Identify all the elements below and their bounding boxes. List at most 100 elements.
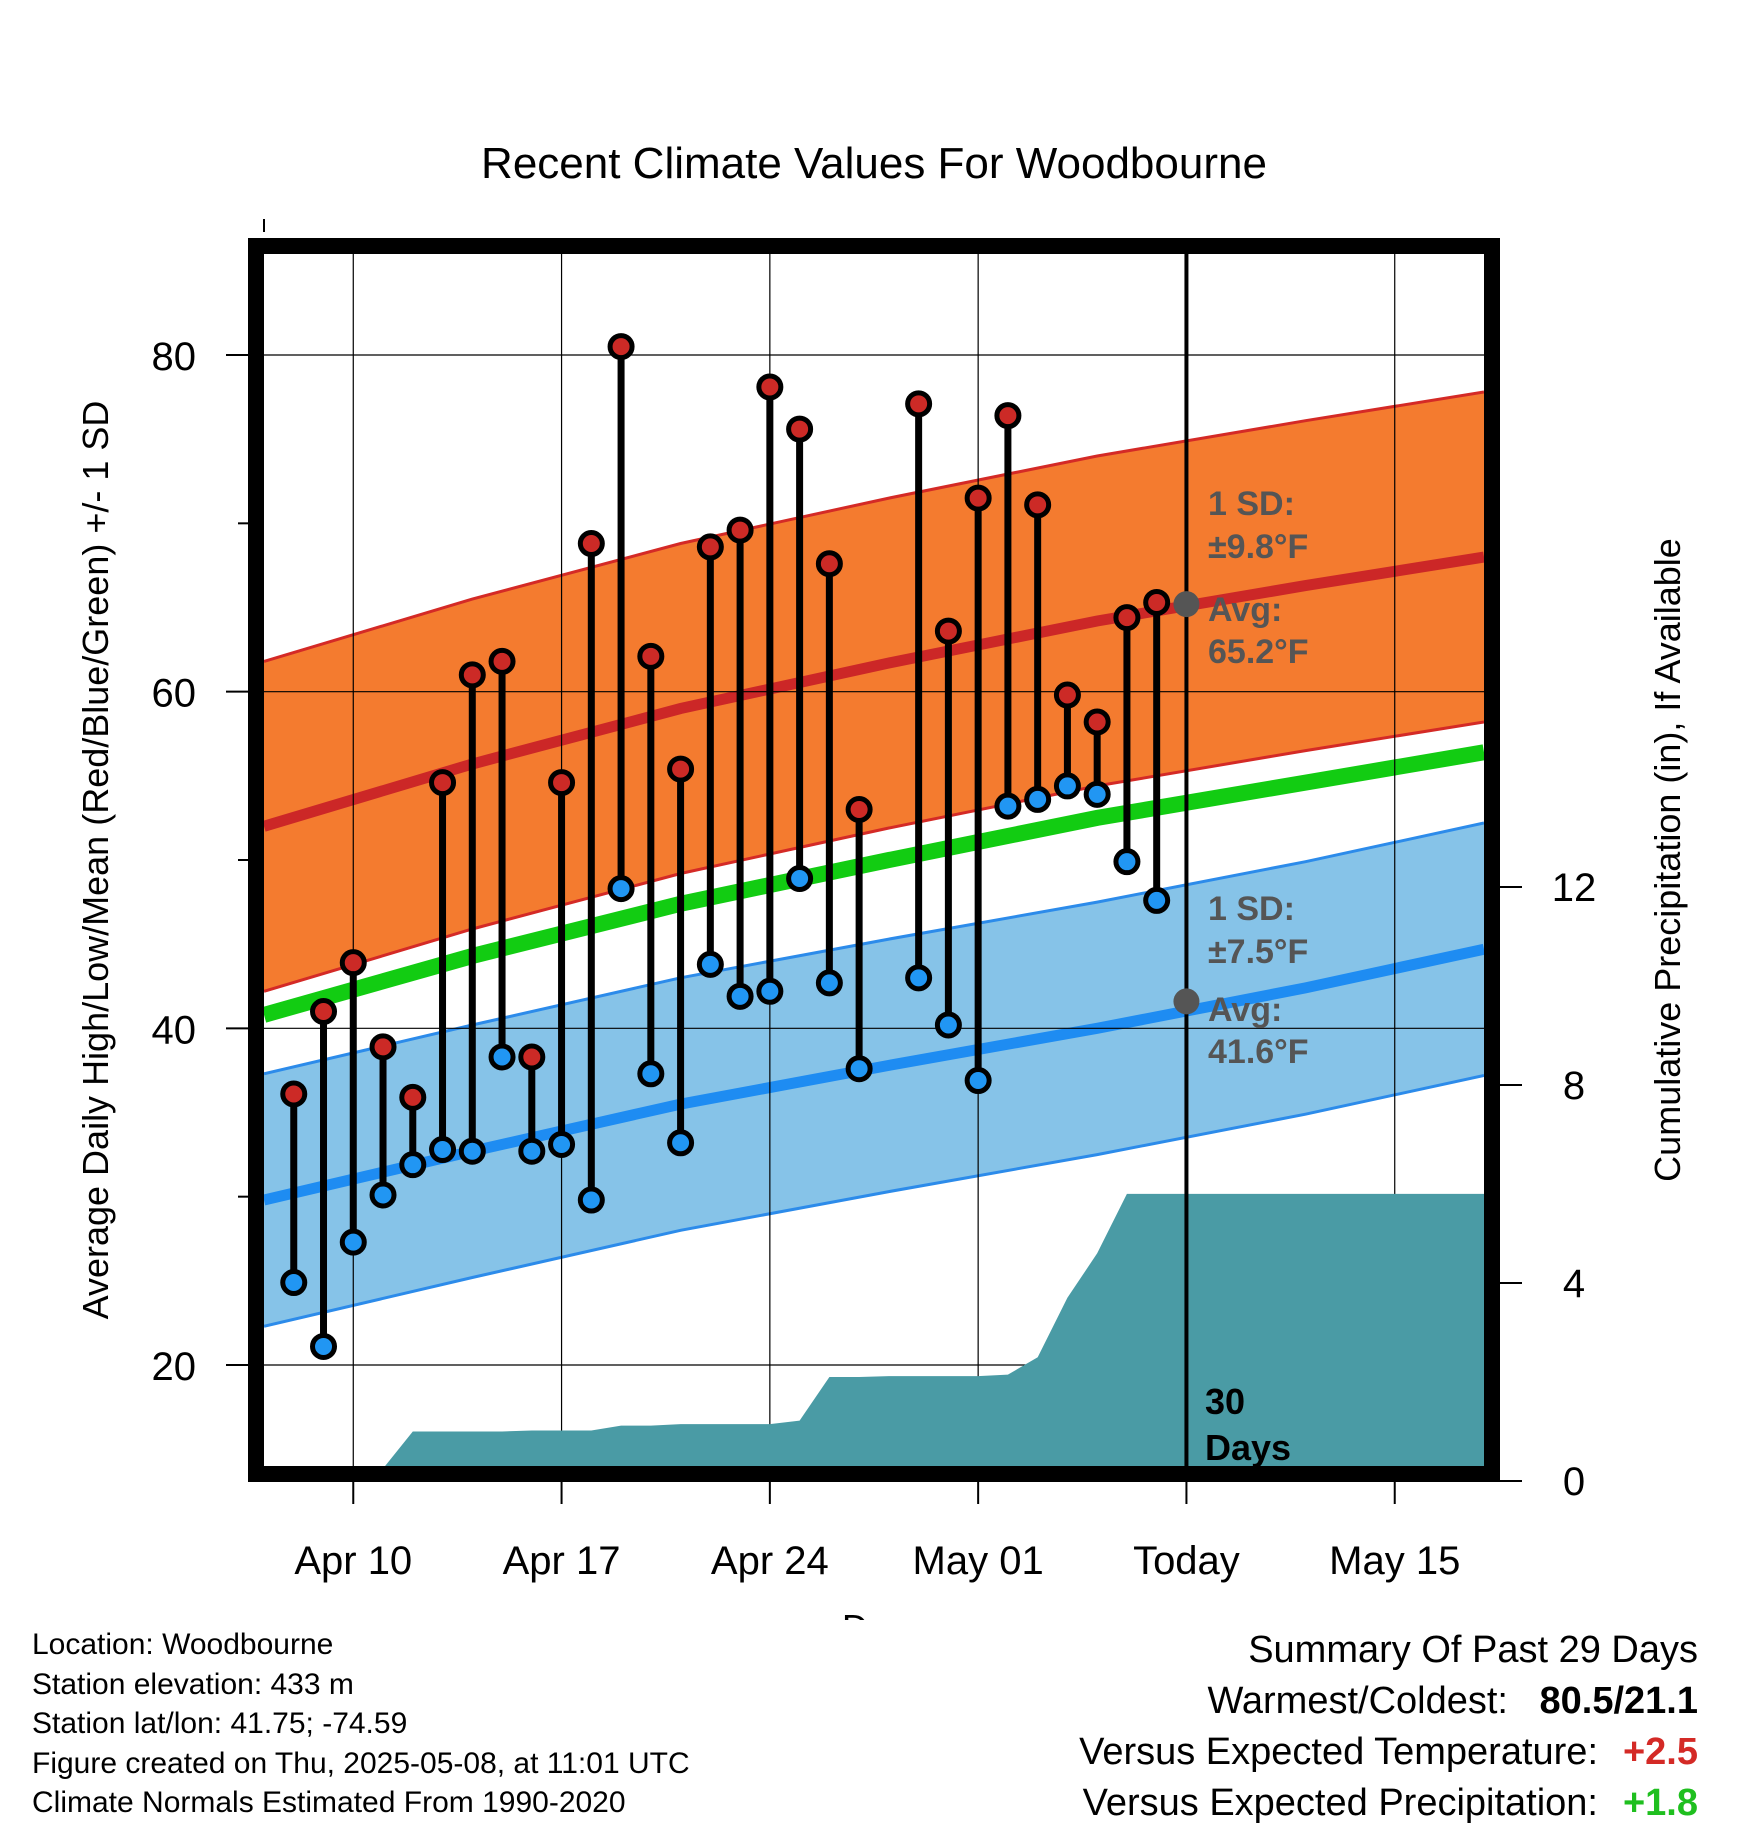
warmest-value: 80.5/21.1 <box>1539 1680 1698 1722</box>
daily-high-point <box>1053 681 1081 709</box>
daily-low-point <box>696 950 724 978</box>
daily-low-point <box>399 1151 427 1179</box>
high-sd-value: ±9.8°F <box>1208 528 1308 566</box>
precip-diff-label: Versus Expected Precipitation: <box>1082 1782 1598 1824</box>
y-tick-label: 40 <box>152 1008 197 1052</box>
daily-low-point <box>518 1137 546 1165</box>
latlon-text: Station lat/lon: 41.75; -74.59 <box>32 1707 408 1740</box>
daily-low-point <box>905 964 933 992</box>
daily-high-point <box>934 617 962 645</box>
daily-low-point <box>637 1060 665 1088</box>
daily-low-point <box>458 1137 486 1165</box>
low-band-lower-edge <box>264 1074 1484 1328</box>
climate-chart: Recent Climate Values For Woodbourne 20 4… <box>75 139 1688 1620</box>
daily-high-point <box>667 755 695 783</box>
elevation-text: Station elevation: 433 m <box>32 1667 354 1701</box>
temp-diff-label: Versus Expected Temperature: <box>1079 1731 1598 1773</box>
precip-diff-value: +1.8 <box>1622 1782 1698 1824</box>
station-info: Location: Woodbourne Station elevation: … <box>32 1625 690 1823</box>
summary-heading: Summary Of Past 29 Days <box>1248 1629 1698 1671</box>
today-avg-high-dot <box>1173 591 1200 618</box>
y-axis-label: Average Daily High/Low/Mean (Red/Blue/Gr… <box>75 401 116 1320</box>
precipitation-area <box>385 1193 1484 1466</box>
daily-high-point <box>1143 588 1171 616</box>
x-axis-label: Day <box>842 1607 906 1620</box>
daily-low-point <box>280 1269 308 1297</box>
y2-axis-label: Cumulative Precipitation (in), If Availa… <box>1647 538 1688 1182</box>
plot-frame <box>248 238 1500 1482</box>
daily-low-point <box>577 1186 605 1214</box>
daily-low-point <box>786 865 814 893</box>
daily-low-point <box>994 792 1022 820</box>
warmest-label: Warmest/Coldest: <box>1207 1680 1508 1722</box>
low-avg-label: Avg: <box>1208 991 1282 1029</box>
daily-high-point <box>458 661 486 689</box>
daily-high-point <box>339 949 367 977</box>
y2-tick-label: 0 <box>1563 1460 1585 1504</box>
chart-title: Recent Climate Values For Woodbourne <box>481 139 1267 188</box>
daily-low-point <box>1083 780 1111 808</box>
daily-low-point <box>339 1228 367 1256</box>
daily-high-point <box>607 333 635 361</box>
daily-low-point <box>1053 772 1081 800</box>
daily-low-point <box>369 1181 397 1209</box>
daily-low-point <box>548 1130 576 1158</box>
temp-diff-value: +2.5 <box>1622 1731 1698 1773</box>
daily-high-point <box>548 769 576 797</box>
daily-low-point <box>1024 785 1052 813</box>
daily-low-point <box>1113 848 1141 876</box>
summary-panel: Summary Of Past 29 Days Warmest/Coldest:… <box>1079 1625 1698 1829</box>
daily-low-point <box>964 1067 992 1095</box>
daily-high-point <box>964 484 992 512</box>
y-tick-label: 20 <box>152 1345 197 1389</box>
daily-low-point <box>815 969 843 997</box>
days-count: 30 <box>1205 1381 1245 1422</box>
days-word: Days <box>1205 1427 1291 1468</box>
daily-high-point <box>696 533 724 561</box>
x-tick-label: May 15 <box>1329 1539 1460 1583</box>
x-tick-label: Today <box>1133 1539 1240 1583</box>
y2-tick-label: 12 <box>1552 866 1597 910</box>
y2-tick-label: 4 <box>1563 1262 1585 1306</box>
x-tick-label: Apr 17 <box>503 1539 621 1583</box>
daily-low-point <box>607 875 635 903</box>
daily-high-point <box>577 530 605 558</box>
y2-tick-label: 8 <box>1563 1064 1585 1108</box>
location-text: Location: Woodbourne <box>32 1628 334 1661</box>
daily-high-point <box>280 1080 308 1108</box>
daily-high-point <box>369 1033 397 1061</box>
high-band-upper-edge <box>264 390 1484 663</box>
low-avg-value: 41.6°F <box>1208 1033 1309 1071</box>
daily-low-point <box>726 982 754 1010</box>
daily-high-point <box>399 1083 427 1111</box>
daily-high-point <box>310 998 338 1025</box>
daily-high-point <box>637 642 665 670</box>
daily-high-point <box>1083 708 1111 736</box>
daily-low-point <box>310 1332 338 1360</box>
y-tick-label: 80 <box>152 335 197 379</box>
daily-high-point <box>726 516 754 544</box>
daily-high-point <box>1113 604 1141 632</box>
low-band <box>264 823 1484 1327</box>
low-sd-label: 1 SD: <box>1208 890 1295 928</box>
daily-low-point <box>429 1136 457 1164</box>
x-tick-label: Apr 10 <box>294 1539 412 1583</box>
daily-low-point <box>845 1055 873 1083</box>
daily-high-point <box>1024 491 1052 519</box>
high-avg-value: 65.2°F <box>1208 633 1309 671</box>
daily-high-point <box>518 1043 546 1071</box>
daily-high-point <box>488 647 516 675</box>
created-text: Figure created on Thu, 2025-05-08, at 11… <box>32 1746 690 1780</box>
x-tick-label: May 01 <box>913 1539 1044 1583</box>
high-sd-label: 1 SD: <box>1208 485 1295 523</box>
daily-low-point <box>756 977 784 1005</box>
y-tick-label: 60 <box>152 672 197 716</box>
daily-high-point <box>845 796 873 823</box>
daily-low-point <box>488 1043 516 1071</box>
daily-high-point <box>905 390 933 418</box>
daily-low-point <box>667 1129 695 1157</box>
daily-high-point <box>994 402 1022 430</box>
daily-low-point <box>1143 886 1171 914</box>
normals-text: Climate Normals Estimated From 1990-2020 <box>32 1786 626 1819</box>
today-avg-low-dot <box>1173 988 1200 1015</box>
